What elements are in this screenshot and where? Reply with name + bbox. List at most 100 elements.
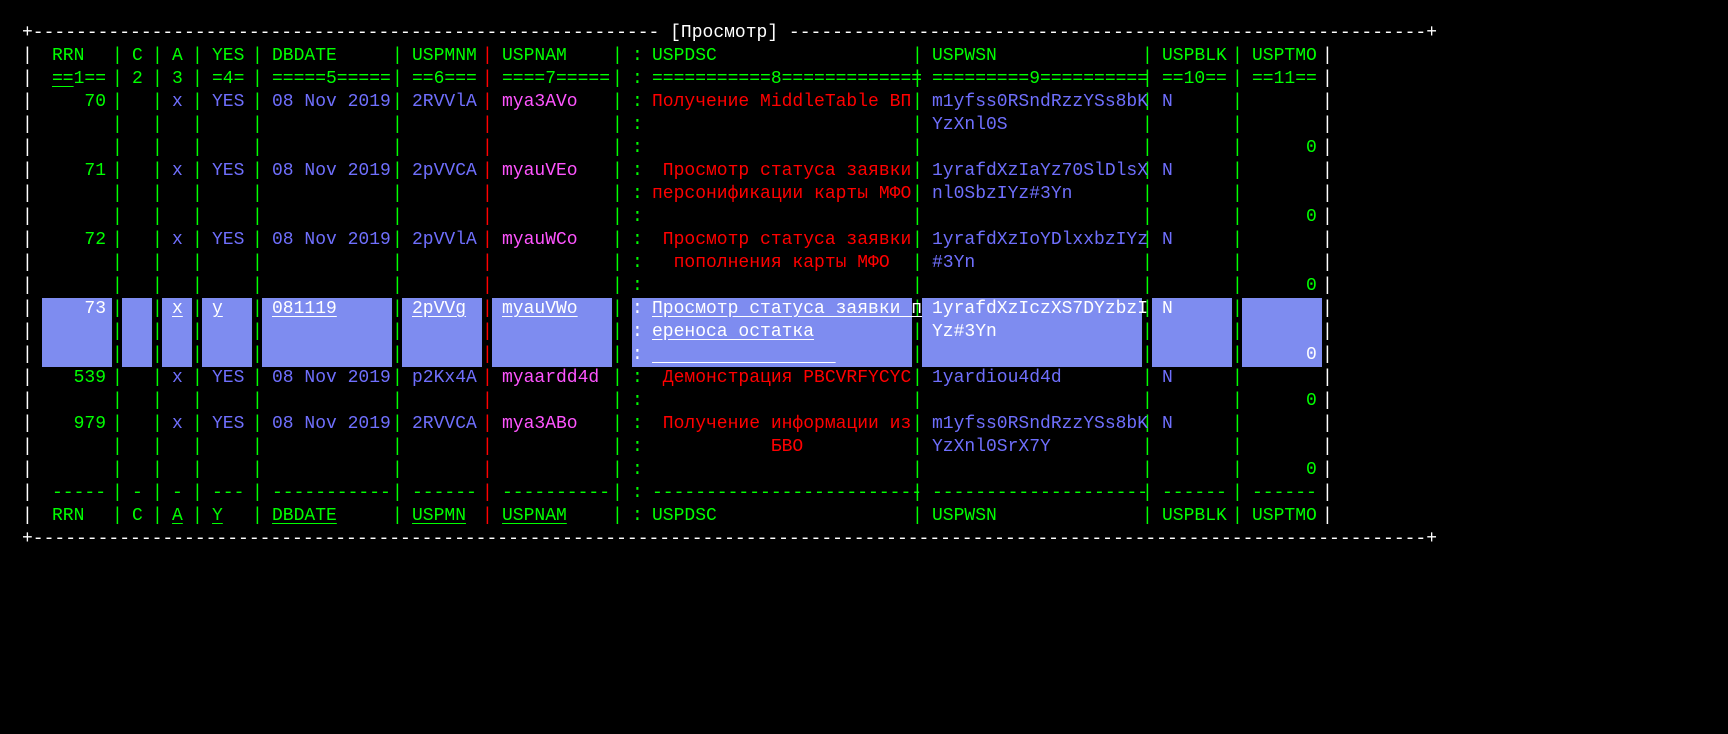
frame-top: +---------------------------------------… bbox=[22, 22, 1332, 45]
frame-left: | bbox=[22, 229, 32, 252]
cell-rrn: 539 bbox=[52, 367, 102, 390]
column-separator: | bbox=[1232, 160, 1242, 183]
frame-right: | bbox=[1322, 91, 1332, 114]
cell-uspblk: N bbox=[1162, 367, 1222, 390]
selection-bg bbox=[492, 344, 612, 367]
cell-uspmn: p2Kx4A bbox=[412, 367, 472, 390]
frame-left: | bbox=[22, 436, 32, 459]
column-separator: | bbox=[252, 114, 262, 137]
column-separator: | bbox=[152, 505, 162, 528]
column-separator: | bbox=[912, 206, 922, 229]
column-separator: | bbox=[612, 482, 622, 505]
colon-separator: : bbox=[632, 114, 642, 137]
column-separator: | bbox=[482, 275, 492, 298]
column-separator: | bbox=[192, 367, 202, 390]
column-separator: | bbox=[482, 68, 492, 91]
frame-right: | bbox=[1322, 160, 1332, 183]
cell-yes[interactable]: y bbox=[212, 298, 242, 321]
selection-bg bbox=[162, 321, 192, 344]
column-separator: | bbox=[912, 68, 922, 91]
column-separator: | bbox=[152, 160, 162, 183]
colon-separator: : bbox=[632, 390, 642, 413]
column-header: DBDATE bbox=[272, 45, 382, 68]
selection-bg bbox=[202, 321, 252, 344]
column-separator: | bbox=[192, 206, 202, 229]
cell-uspnam: myauWCo bbox=[502, 229, 602, 252]
selection-bg bbox=[122, 344, 152, 367]
selection-bg bbox=[1242, 298, 1322, 321]
cell-uspblk: N bbox=[1162, 298, 1222, 321]
cell-rrn[interactable]: 73 bbox=[52, 298, 102, 321]
cell-uspdsc-blank[interactable] bbox=[652, 344, 902, 367]
selection-bg bbox=[1152, 344, 1232, 367]
cell-uspwsn: 1yrafdXzIczXS7DYzbzI bbox=[932, 298, 1132, 321]
column-separator: | bbox=[482, 321, 492, 344]
column-separator: | bbox=[152, 114, 162, 137]
column-dashes: ------ bbox=[1252, 482, 1312, 505]
cell-uspdsc[interactable]: ереноса остатка bbox=[652, 321, 902, 344]
colon-separator: : bbox=[632, 137, 642, 160]
cell-uspdsc: Просмотр статуса заявки bbox=[652, 160, 902, 183]
cell-yes: YES bbox=[212, 367, 242, 390]
frame-left: | bbox=[22, 275, 32, 298]
cell-uspdsc: Демонстрация PBCVRFYCYC bbox=[652, 367, 902, 390]
column-separator: | bbox=[192, 160, 202, 183]
frame-left: | bbox=[22, 367, 32, 390]
frame-left: | bbox=[22, 206, 32, 229]
column-separator: | bbox=[192, 344, 202, 367]
column-separator: | bbox=[392, 321, 402, 344]
cell-uspmn[interactable]: 2pVVg bbox=[412, 298, 472, 321]
column-separator: | bbox=[912, 344, 922, 367]
column-separator: | bbox=[192, 275, 202, 298]
column-separator: | bbox=[612, 206, 622, 229]
column-separator: | bbox=[112, 252, 122, 275]
column-number-header: ===========8============= bbox=[652, 68, 902, 91]
column-separator: | bbox=[252, 321, 262, 344]
colon-separator: : bbox=[632, 91, 642, 114]
column-separator: | bbox=[612, 436, 622, 459]
cell-yes: YES bbox=[212, 229, 242, 252]
column-separator: | bbox=[482, 45, 492, 68]
cell-a[interactable]: x bbox=[172, 298, 182, 321]
column-separator: | bbox=[482, 436, 492, 459]
cell-uspdsc[interactable]: Просмотр статуса заявки п bbox=[652, 298, 902, 321]
column-separator: | bbox=[912, 275, 922, 298]
frame-right: | bbox=[1322, 344, 1332, 367]
column-separator: | bbox=[392, 137, 402, 160]
column-separator: | bbox=[1232, 45, 1242, 68]
column-separator: | bbox=[392, 45, 402, 68]
cell-dbdate[interactable]: 081119 bbox=[272, 298, 382, 321]
column-separator: | bbox=[152, 183, 162, 206]
column-header: USPBLK bbox=[1162, 45, 1222, 68]
cell-dbdate: 08 Nov 2019 bbox=[272, 91, 382, 114]
column-separator: | bbox=[192, 114, 202, 137]
column-separator: | bbox=[612, 68, 622, 91]
cell-uspnam: myauVEo bbox=[502, 160, 602, 183]
column-dashes: -------------------- bbox=[932, 482, 1132, 505]
cell-usptmo: 0 bbox=[1252, 137, 1312, 160]
column-separator: | bbox=[1142, 252, 1152, 275]
column-separator: | bbox=[112, 206, 122, 229]
column-separator: | bbox=[252, 390, 262, 413]
column-separator: | bbox=[1142, 505, 1152, 528]
cell-dbdate: 08 Nov 2019 bbox=[272, 413, 382, 436]
column-separator: | bbox=[192, 137, 202, 160]
cell-uspmn: 2RVVlA bbox=[412, 91, 472, 114]
column-separator: | bbox=[392, 275, 402, 298]
cell-yes: YES bbox=[212, 91, 242, 114]
column-separator: | bbox=[482, 413, 492, 436]
column-separator: | bbox=[192, 459, 202, 482]
cell-uspnam[interactable]: myauVWo bbox=[502, 298, 602, 321]
cell-yes: YES bbox=[212, 160, 242, 183]
selection-bg bbox=[122, 298, 152, 321]
column-separator: | bbox=[392, 367, 402, 390]
column-separator: | bbox=[252, 505, 262, 528]
column-separator: | bbox=[1142, 459, 1152, 482]
column-separator: | bbox=[152, 390, 162, 413]
frame-bottom: +---------------------------------------… bbox=[22, 528, 1332, 551]
cell-uspwsn: YzXnl0S bbox=[932, 114, 1132, 137]
selection-bg bbox=[162, 344, 192, 367]
column-separator: | bbox=[252, 183, 262, 206]
frame-left: | bbox=[22, 68, 32, 91]
column-separator: | bbox=[252, 206, 262, 229]
